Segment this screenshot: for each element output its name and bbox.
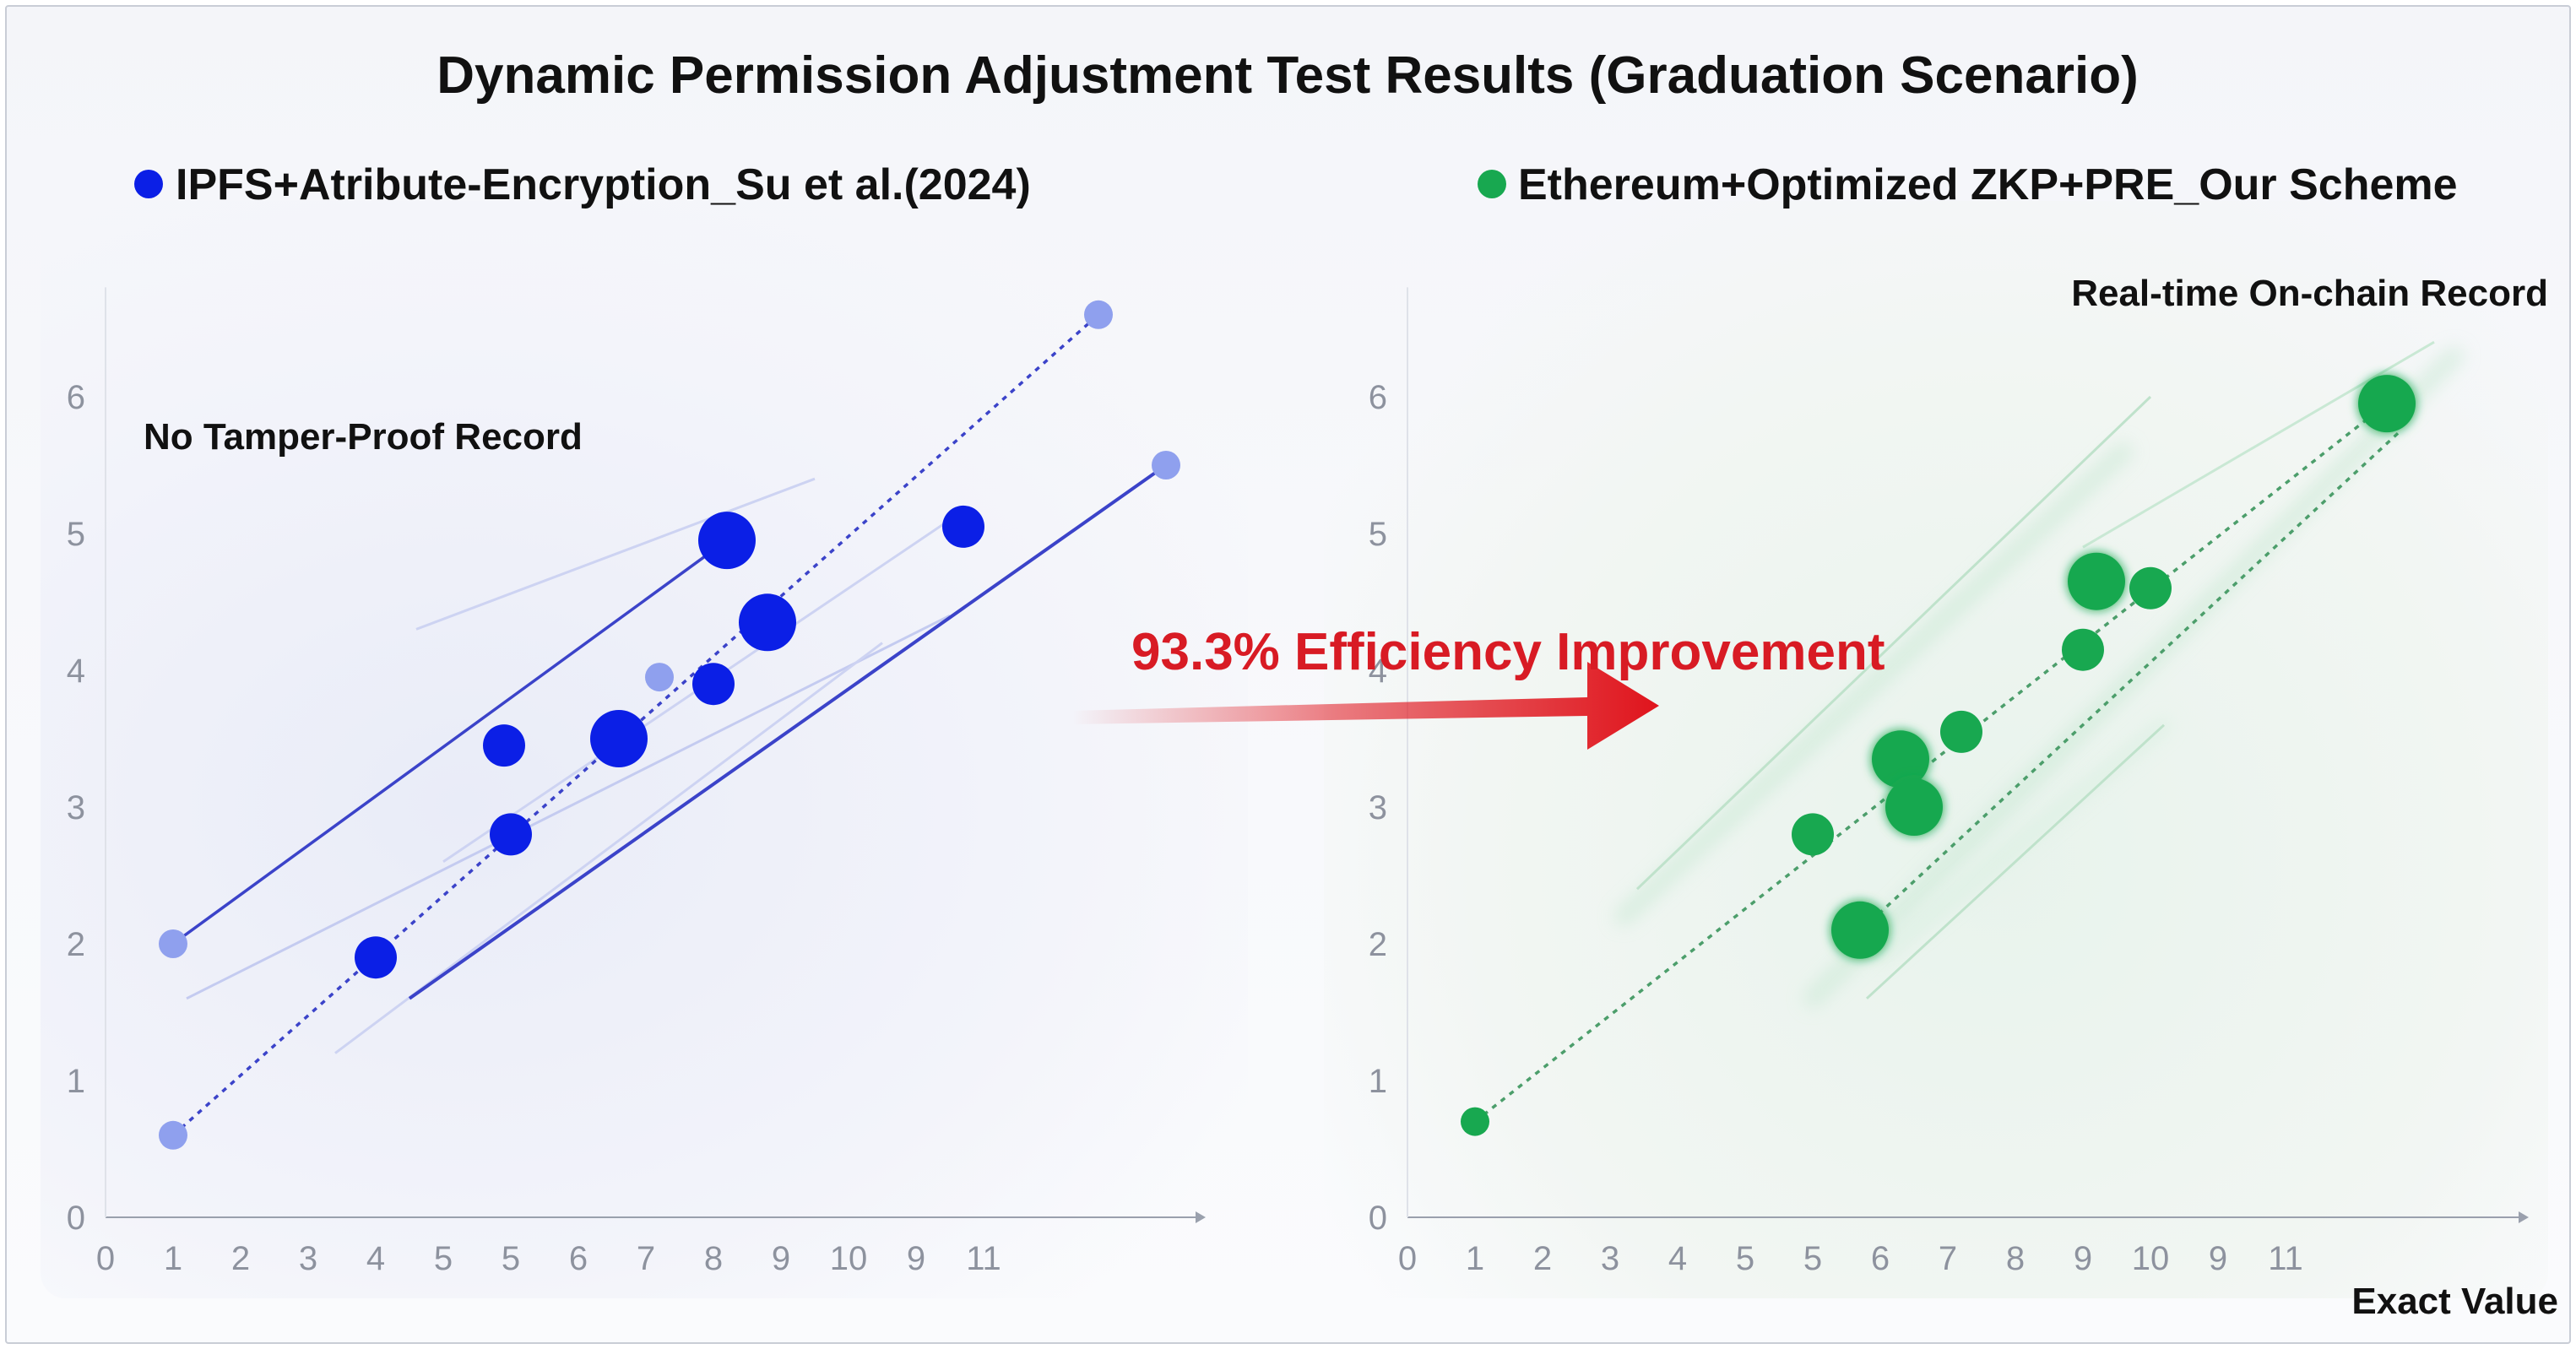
x-tick-label: 3 bbox=[299, 1240, 317, 1277]
x-tick-label: 9 bbox=[772, 1240, 790, 1277]
y-tick-label: 4 bbox=[67, 653, 85, 690]
legend-marker-right bbox=[1478, 170, 1506, 198]
data-point bbox=[590, 710, 648, 767]
data-point bbox=[1152, 451, 1180, 479]
confidence-band-line bbox=[1635, 395, 2152, 891]
data-point bbox=[645, 663, 674, 692]
x-tick-label: 8 bbox=[704, 1240, 723, 1277]
regression-line bbox=[1845, 430, 2402, 945]
x-tick-label: 2 bbox=[231, 1240, 250, 1277]
x-tick-label: 7 bbox=[637, 1240, 655, 1277]
y-tick-label: 0 bbox=[1369, 1200, 1387, 1237]
y-tick-label: 0 bbox=[67, 1200, 85, 1237]
x-tick-label: 5 bbox=[434, 1240, 453, 1277]
legend-marker-left bbox=[134, 170, 163, 198]
x-axis-arrow-icon bbox=[1196, 1211, 1206, 1223]
x-tick-label: 9 bbox=[2209, 1240, 2227, 1277]
x-tick-label: 3 bbox=[1601, 1240, 1619, 1277]
y-tick-label: 2 bbox=[1369, 926, 1387, 963]
data-point bbox=[1831, 901, 1889, 959]
right-plot: 0 1 2 3 4 5 5 6 7 8 9 10 9 11 0 1 2 3 4 5 6 bbox=[1369, 287, 2529, 1277]
data-point bbox=[692, 663, 735, 706]
efficiency-improvement-label: 93.3% Efficiency Improvement bbox=[1131, 623, 1885, 681]
data-point bbox=[159, 1120, 187, 1150]
y-tick-label: 1 bbox=[1369, 1063, 1387, 1100]
x-tick-label: 6 bbox=[1871, 1240, 1890, 1277]
x-tick-label: 4 bbox=[366, 1240, 385, 1277]
data-point bbox=[2129, 566, 2172, 609]
x-tick-label: 5 bbox=[1803, 1240, 1822, 1277]
glow-streak bbox=[1873, 717, 2172, 966]
legend-label-right: Ethereum+Optimized ZKP+PRE_Our Scheme bbox=[1518, 160, 2458, 209]
y-tick-label: 5 bbox=[67, 516, 85, 553]
data-point bbox=[2068, 552, 2125, 610]
efficiency-arrow: 93.3% Efficiency Improvement bbox=[1072, 623, 1885, 750]
data-point bbox=[739, 593, 796, 652]
y-tick-label: 5 bbox=[1369, 516, 1387, 553]
x-tick-label: 11 bbox=[966, 1240, 1001, 1277]
legend-label-left: IPFS+Atribute-Encryption_Su et al.(2024) bbox=[176, 160, 1031, 209]
chart-title: Dynamic Permission Adjustment Test Resul… bbox=[437, 46, 2138, 105]
legend-right: Ethereum+Optimized ZKP+PRE_Our Scheme bbox=[1478, 160, 2458, 209]
x-tick-label: 7 bbox=[1939, 1240, 1957, 1277]
trend-line bbox=[408, 463, 1168, 1000]
x-axis-label: Exact Value bbox=[2351, 1281, 2558, 1322]
x-tick-label: 9 bbox=[907, 1240, 925, 1277]
regression-line bbox=[1473, 402, 2389, 1123]
data-point bbox=[698, 512, 756, 570]
annotation-left: No Tamper-Proof Record bbox=[144, 416, 583, 458]
confidence-band-line bbox=[186, 614, 951, 1000]
confidence-band-line bbox=[2082, 340, 2435, 549]
x-tick-label: 4 bbox=[1668, 1240, 1687, 1277]
data-point bbox=[2062, 628, 2104, 671]
data-point bbox=[355, 936, 397, 979]
x-tick-label: 0 bbox=[96, 1240, 115, 1277]
y-tick-label: 4 bbox=[1369, 653, 1387, 690]
annotation-right: Real-time On-chain Record bbox=[2071, 273, 2548, 314]
data-point bbox=[1084, 300, 1113, 329]
x-tick-label: 0 bbox=[1398, 1240, 1417, 1277]
x-tick-label: 5 bbox=[1736, 1240, 1754, 1277]
glow-streak bbox=[1614, 442, 2133, 926]
data-point bbox=[1872, 730, 1929, 788]
glow-streak bbox=[1803, 346, 2464, 1008]
confidence-band-line bbox=[1865, 723, 2166, 1000]
data-point bbox=[1940, 710, 1982, 753]
x-axis-arrow-icon bbox=[2519, 1211, 2529, 1223]
y-tick-label: 3 bbox=[67, 789, 85, 826]
data-point bbox=[2358, 375, 2416, 433]
x-tick-label: 8 bbox=[2006, 1240, 2025, 1277]
data-point bbox=[490, 813, 532, 856]
x-tick-label: 11 bbox=[2268, 1240, 2303, 1277]
trend-line bbox=[171, 539, 729, 945]
data-point bbox=[483, 724, 525, 767]
left-plot: 0 1 2 3 4 5 5 6 7 8 9 10 9 11 0 1 2 3 4 5 6 bbox=[67, 287, 1206, 1277]
x-tick-label: 10 bbox=[830, 1240, 868, 1277]
data-point bbox=[159, 929, 187, 958]
y-tick-label: 1 bbox=[67, 1063, 85, 1100]
x-tick-label: 6 bbox=[569, 1240, 588, 1277]
confidence-band-line bbox=[415, 477, 816, 631]
data-point bbox=[1461, 1107, 1489, 1136]
x-tick-label: 5 bbox=[502, 1240, 520, 1277]
y-tick-label: 6 bbox=[67, 379, 85, 416]
x-tick-label: 2 bbox=[1533, 1240, 1552, 1277]
y-tick-label: 2 bbox=[67, 926, 85, 963]
y-tick-label: 3 bbox=[1369, 789, 1387, 826]
arrow-icon bbox=[1072, 662, 1659, 750]
data-point bbox=[1792, 813, 1834, 856]
right-panel-background bbox=[1324, 201, 2548, 1298]
x-tick-label: 1 bbox=[1466, 1240, 1484, 1277]
x-tick-label: 9 bbox=[2074, 1240, 2092, 1277]
x-tick-label: 1 bbox=[164, 1240, 182, 1277]
data-point bbox=[1885, 778, 1943, 836]
data-point bbox=[942, 505, 984, 548]
legend-left: IPFS+Atribute-Encryption_Su et al.(2024) bbox=[134, 160, 1031, 209]
y-tick-label: 6 bbox=[1369, 379, 1387, 416]
x-tick-label: 10 bbox=[2132, 1240, 2170, 1277]
